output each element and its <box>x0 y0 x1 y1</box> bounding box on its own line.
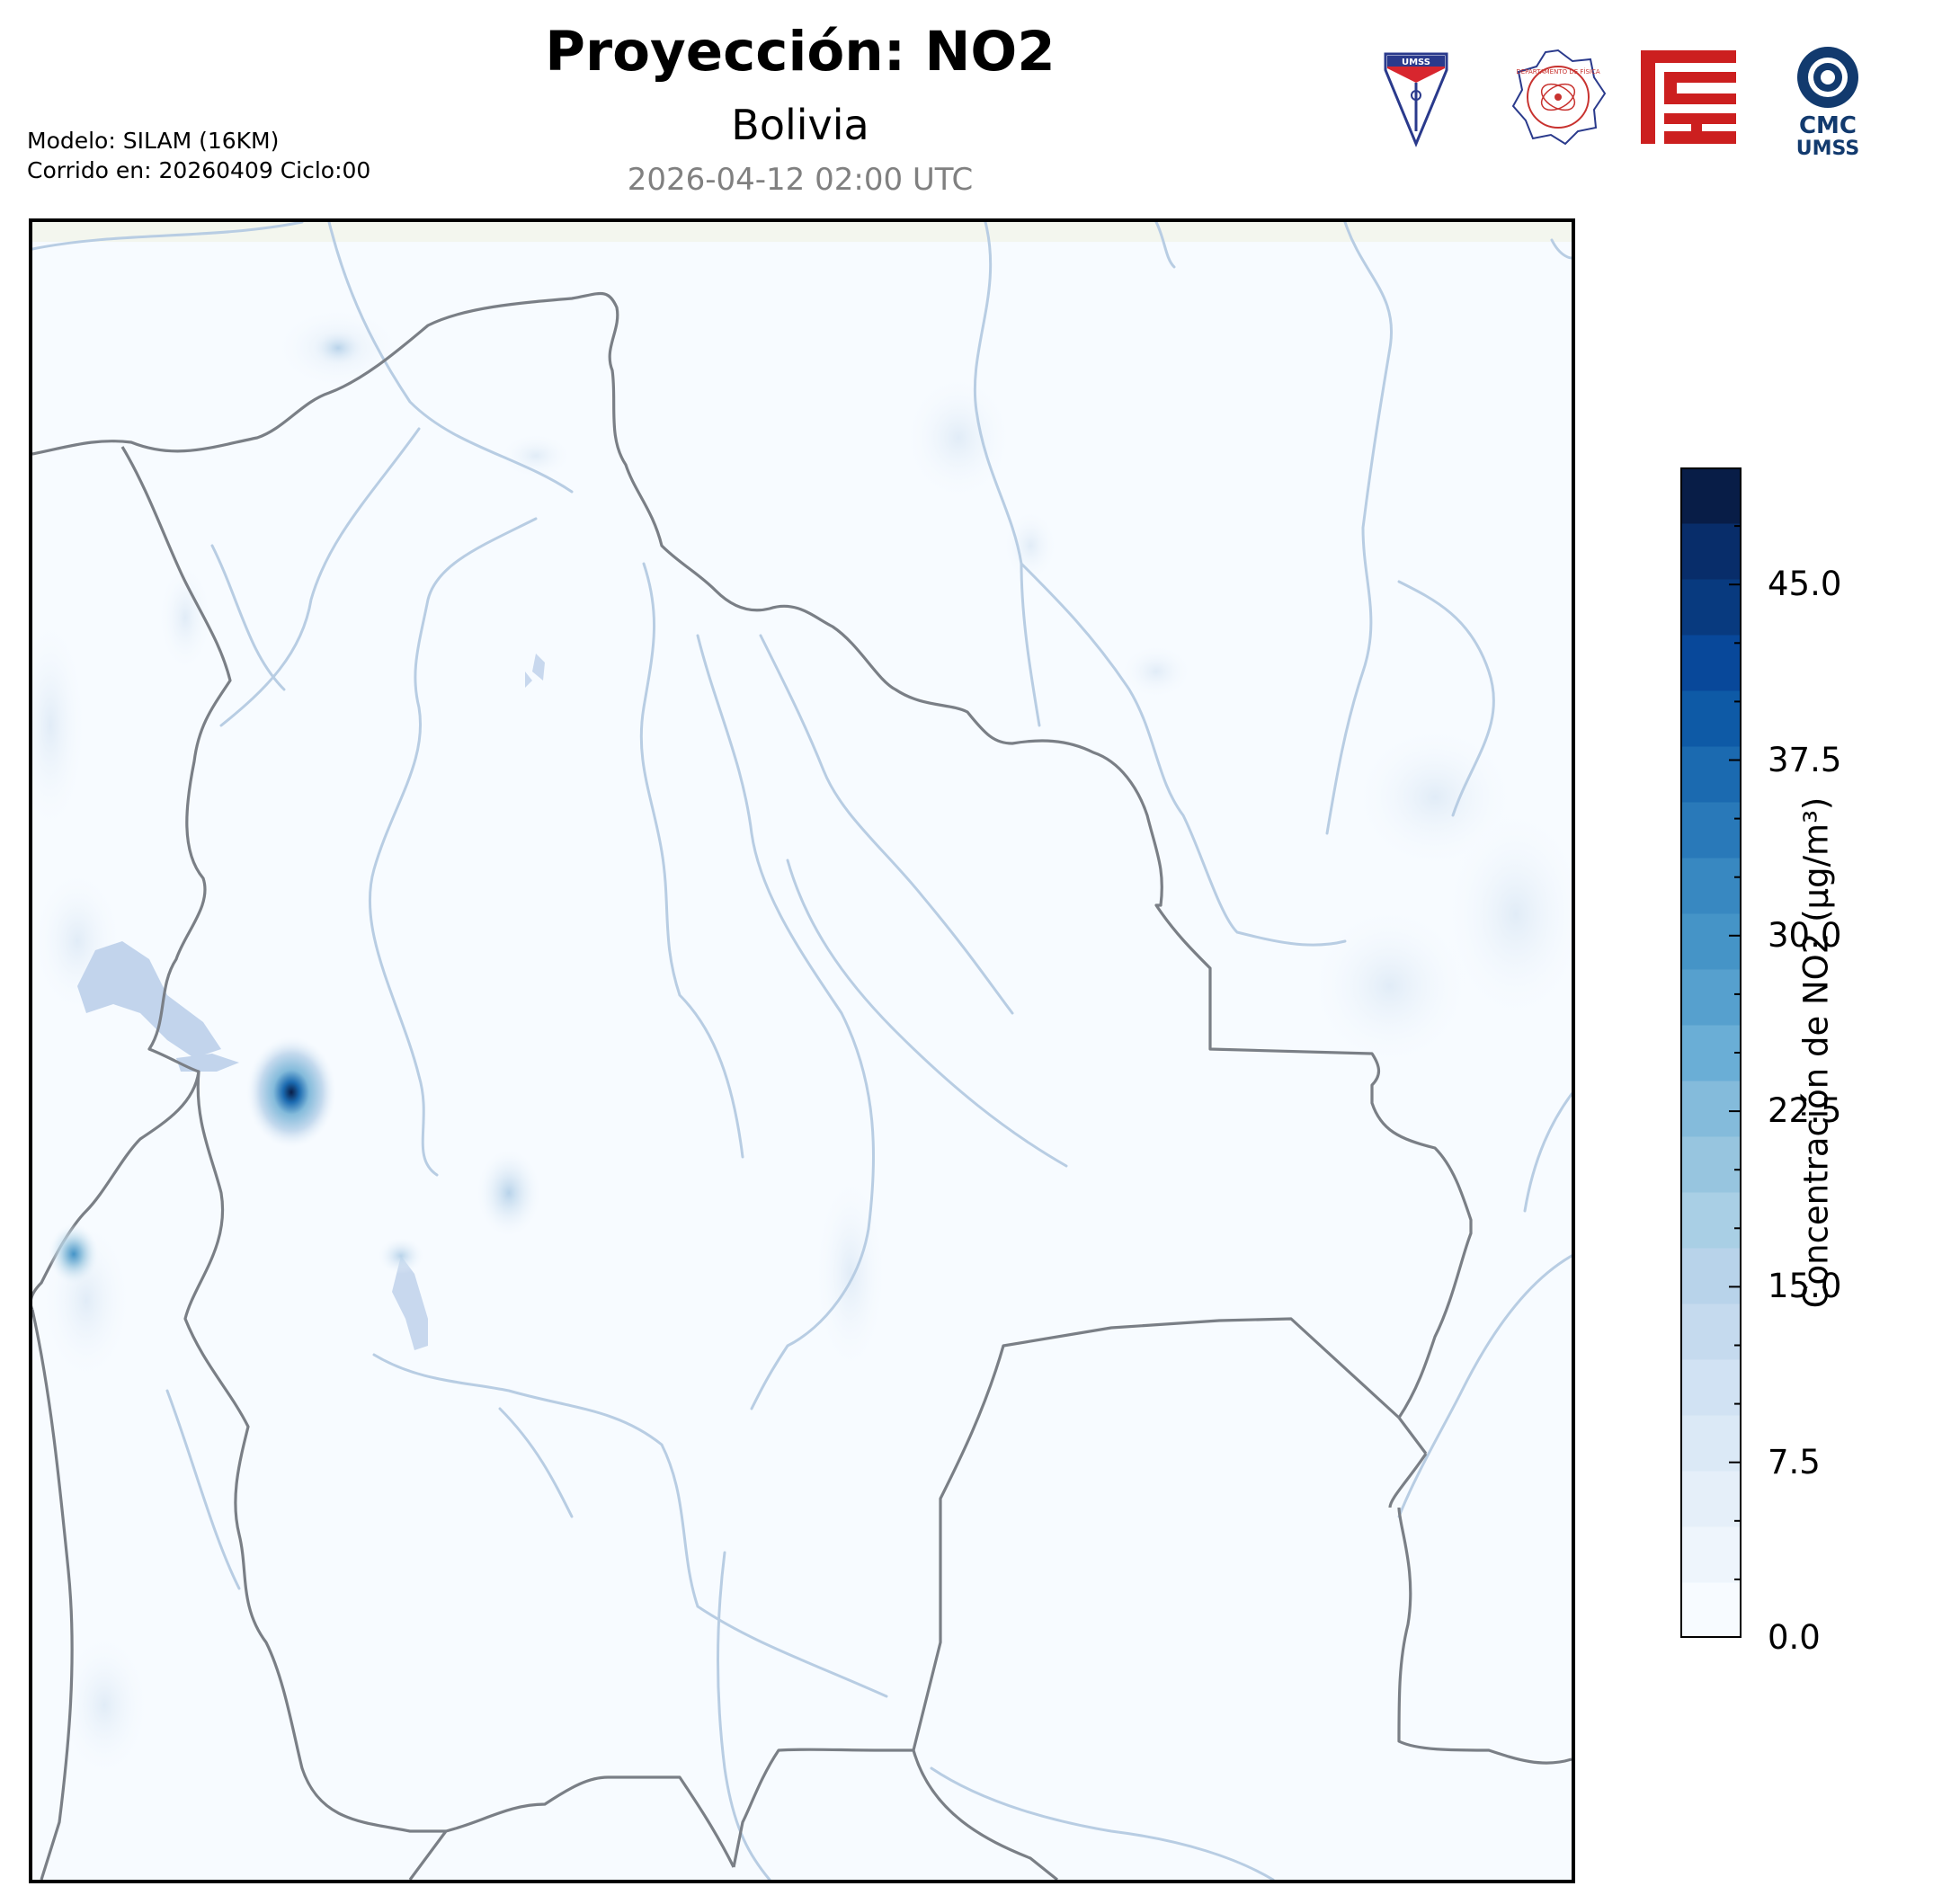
cmc-logo-text: CMC <box>1799 112 1857 139</box>
colorbar-tick-label: 37.5 <box>1768 740 1842 779</box>
colorbar-segment <box>1680 635 1742 691</box>
colorbar-label: Concentración de NO2 (µg/m³) <box>1785 467 1848 1638</box>
cmc-umss-logo: CMC UMSS <box>1796 47 1859 160</box>
colorbar-segment <box>1680 746 1742 803</box>
colorbar-tick-label: 15.0 <box>1768 1267 1842 1306</box>
run-info: Corrido en: 20260409 Ciclo:00 <box>27 157 371 183</box>
umss-shield-logo: UMSS <box>1384 52 1448 147</box>
colorbar-segment <box>1680 579 1742 636</box>
colorbar-label-text: Concentración de NO2 (µg/m³) <box>1796 796 1836 1309</box>
no2-hotspots <box>49 330 540 1285</box>
colorbar-segment <box>1680 1582 1742 1638</box>
colorbar-segment <box>1680 913 1742 970</box>
red-geometric-logo <box>1641 50 1736 144</box>
colorbar-tick-label: 7.5 <box>1768 1442 1821 1481</box>
main-hotspot <box>246 1037 336 1148</box>
colorbar-segment <box>1680 690 1742 747</box>
umss-logo-text: UMSS <box>1796 138 1859 160</box>
colorbar-segment <box>1680 467 1742 524</box>
secondary-hotspot-central <box>477 1150 540 1236</box>
colorbar-segment <box>1680 1248 1742 1304</box>
colorbar-segment <box>1680 802 1742 859</box>
map-edge-band <box>32 222 1572 242</box>
map-panel <box>29 218 1575 1883</box>
forecast-datetime: 2026-04-12 02:00 UTC <box>627 162 974 198</box>
colorbar-segment <box>1680 1526 1742 1583</box>
colorbar-tick-label: 0.0 <box>1768 1618 1821 1657</box>
umss-shield-text: UMSS <box>1402 58 1430 67</box>
colorbar-segment <box>1680 969 1742 1026</box>
colorbar-tick-label: 30.0 <box>1768 915 1842 955</box>
lakes <box>77 654 545 1350</box>
region-subtitle: Bolivia <box>731 101 869 149</box>
model-name: Modelo: SILAM (16KM) <box>27 128 280 154</box>
secondary-hotspot-west <box>49 1223 99 1285</box>
model-info: Modelo: SILAM (16KM) Corrido en: 2026040… <box>27 126 370 185</box>
colorbar-segment <box>1680 1359 1742 1416</box>
colorbar-segment <box>1680 1025 1742 1081</box>
departamento-fisica-seal: DEPARTAMENTO DE FÍSICA <box>1511 49 1607 146</box>
colorbar-segment <box>1680 1136 1742 1193</box>
colorbar-segment <box>1680 1081 1742 1137</box>
colorbar-segment <box>1680 523 1742 580</box>
rivers <box>32 222 1572 1880</box>
chart-title: Proyección: NO2 <box>545 20 1056 84</box>
colorbar <box>1680 467 1742 1638</box>
colorbar-tick-label: 22.5 <box>1768 1091 1842 1131</box>
colorbar-segment <box>1680 858 1742 914</box>
fisica-seal-text: DEPARTAMENTO DE FÍSICA <box>1516 67 1599 76</box>
country-borders <box>32 291 1572 1880</box>
colorbar-segment <box>1680 1471 1742 1527</box>
colorbar-tick-label: 45.0 <box>1768 565 1842 604</box>
logo-strip: UMSS DEPARTAMENTO DE FÍSICA CMC UMSS <box>1380 45 1884 162</box>
map-canvas <box>32 222 1572 1880</box>
colorbar-segment <box>1680 1192 1742 1249</box>
colorbar-segment <box>1680 1303 1742 1360</box>
